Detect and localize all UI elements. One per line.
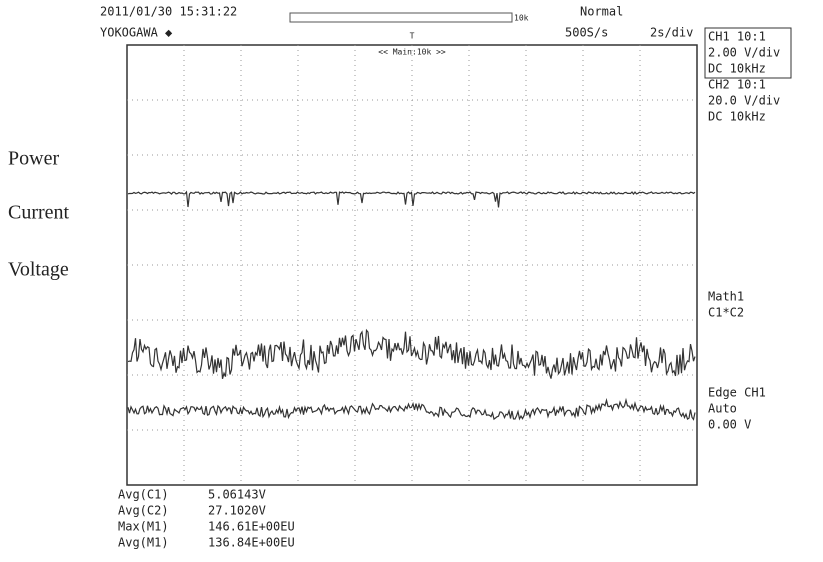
channel-coupling: DC 10kHz	[708, 62, 766, 76]
trigger-level: 0.00 V	[708, 418, 751, 432]
measurement-value: 5.06143V	[208, 488, 266, 502]
measurement-value: 27.1020V	[208, 504, 266, 518]
waveform	[127, 190, 696, 208]
channel-name: CH2 10:1	[708, 78, 766, 92]
math-expr: C1*C2	[708, 306, 744, 320]
channel-scale: 2.00 V/div	[708, 46, 780, 60]
measurement-value: 136.84E+00EU	[208, 536, 295, 550]
measurement-label: Max(M1)	[118, 520, 169, 534]
brand: YOKOGAWA ◆	[100, 26, 173, 40]
measurement-label: Avg(C2)	[118, 504, 169, 518]
waveform	[127, 397, 696, 421]
waveforms	[127, 190, 696, 421]
measurement-label: Avg(M1)	[118, 536, 169, 550]
math-name: Math1	[708, 290, 744, 304]
trace-label: Power	[8, 148, 59, 170]
measurements: Avg(C1) 5.06143V Avg(C2) 27.1020V Max(M1) 146…	[118, 488, 295, 550]
trace-label: Voltage	[8, 259, 69, 281]
measurement-value: 146.61E+00EU	[208, 520, 295, 534]
trigger-mode: Normal	[580, 5, 623, 19]
record-bar	[289, 12, 513, 23]
timestamp: 2011/01/30 15:31:22	[100, 5, 237, 19]
zoom-label: << Main:10k >>	[378, 48, 446, 57]
measurement-label: Avg(C1)	[118, 488, 169, 502]
channel-name: CH1 10:1	[708, 30, 766, 44]
trace-label: Current	[8, 202, 70, 224]
sample-rate: 500S/s	[565, 26, 608, 40]
time-div: 2s/div	[650, 26, 693, 40]
channel-coupling: DC 10kHz	[708, 110, 766, 124]
ch1-box	[704, 27, 792, 79]
trigger-marker: T	[410, 32, 415, 41]
trigger-source: Edge CH1	[708, 386, 766, 400]
record-length: 10k	[514, 14, 529, 23]
channel-scale: 20.0 V/div	[708, 94, 780, 108]
trigger-mode: Auto	[708, 402, 737, 416]
waveform	[127, 328, 696, 379]
